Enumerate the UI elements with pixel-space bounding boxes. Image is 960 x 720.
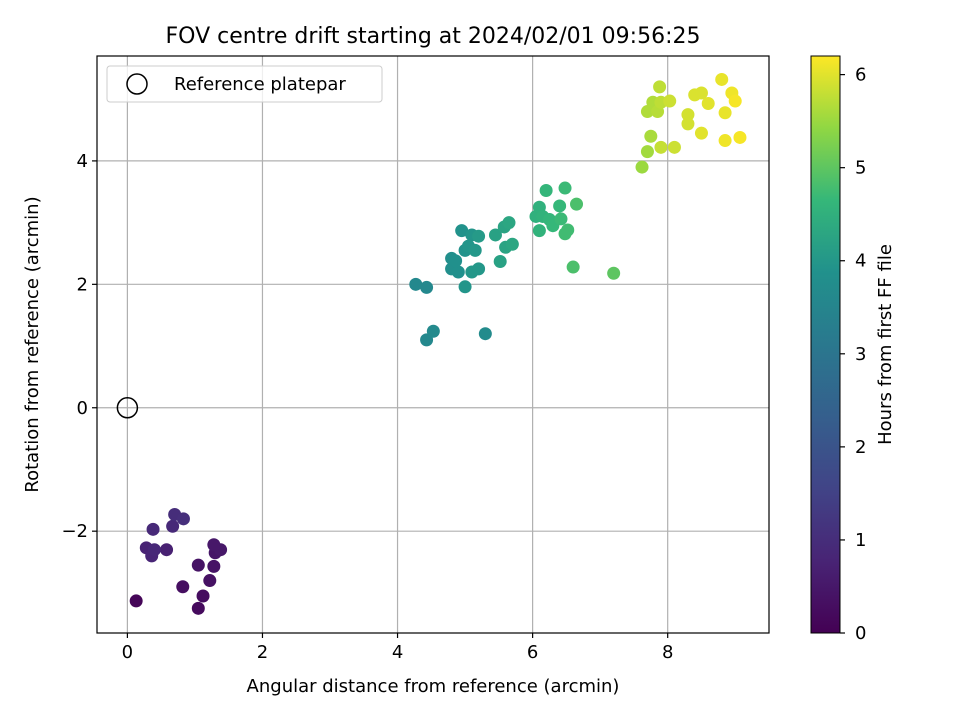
data-point bbox=[420, 280, 434, 294]
data-point bbox=[728, 94, 742, 108]
data-point bbox=[715, 72, 729, 86]
colorbar-ticks: 0 1 2 3 4 5 6 bbox=[840, 65, 866, 644]
data-point bbox=[644, 129, 658, 143]
colorbar-tick-label: 5 bbox=[855, 158, 866, 179]
data-point bbox=[532, 224, 546, 238]
data-point bbox=[449, 254, 463, 268]
data-point bbox=[196, 589, 210, 603]
data-point bbox=[653, 80, 667, 94]
data-point bbox=[160, 543, 174, 557]
data-point bbox=[718, 134, 732, 148]
data-point bbox=[146, 522, 160, 536]
colorbar-tick-label: 2 bbox=[855, 437, 866, 458]
data-point bbox=[207, 559, 221, 573]
x-tick-label: 6 bbox=[527, 642, 538, 663]
y-tick-label: 0 bbox=[77, 398, 88, 419]
colorbar-gradient bbox=[810, 55, 841, 634]
data-point bbox=[455, 224, 469, 238]
reference-platepar-marker bbox=[116, 397, 139, 419]
data-point bbox=[505, 237, 519, 251]
y-tick-label: −2 bbox=[61, 521, 88, 542]
data-point bbox=[566, 260, 580, 274]
grid bbox=[97, 56, 769, 633]
y-tick-label: 4 bbox=[77, 151, 88, 172]
x-tick-label: 0 bbox=[122, 642, 133, 663]
data-point bbox=[718, 106, 732, 120]
data-point bbox=[539, 184, 553, 198]
legend-marker-reference bbox=[126, 73, 148, 95]
data-point bbox=[654, 140, 668, 154]
plot-frame bbox=[96, 55, 770, 634]
data-point bbox=[554, 212, 568, 226]
data-point bbox=[478, 327, 492, 341]
colorbar-tick-label: 0 bbox=[855, 623, 866, 644]
x-axis-ticks: 0 2 4 6 8 bbox=[122, 633, 673, 663]
colorbar: 0 1 2 3 4 5 6 Hours from first FF file bbox=[810, 55, 896, 644]
colorbar-tick-label: 6 bbox=[855, 65, 866, 86]
data-point bbox=[733, 130, 747, 144]
data-point bbox=[451, 265, 465, 279]
x-tick-label: 4 bbox=[392, 642, 403, 663]
colorbar-label: Hours from first FF file bbox=[875, 244, 896, 445]
data-point bbox=[694, 126, 708, 140]
colorbar-tick-label: 4 bbox=[855, 251, 866, 272]
data-point bbox=[667, 140, 681, 154]
data-point bbox=[166, 519, 180, 533]
data-point bbox=[426, 324, 440, 338]
data-point bbox=[129, 594, 143, 608]
data-point bbox=[663, 94, 677, 108]
data-point bbox=[681, 108, 695, 122]
x-axis-label: Angular distance from reference (arcmin) bbox=[247, 676, 620, 697]
y-axis-ticks: −2 0 2 4 bbox=[61, 151, 97, 542]
data-point bbox=[570, 197, 584, 211]
data-point bbox=[607, 266, 621, 280]
data-point bbox=[472, 262, 486, 276]
chart-title: FOV centre drift starting at 2024/02/01 … bbox=[166, 24, 701, 49]
data-point bbox=[640, 145, 654, 159]
y-axis-label: Rotation from reference (arcmin) bbox=[22, 196, 43, 492]
data-point bbox=[694, 86, 708, 100]
data-point bbox=[458, 280, 472, 294]
data-point bbox=[176, 512, 190, 526]
data-point bbox=[488, 228, 502, 242]
data-point bbox=[493, 254, 507, 268]
x-tick-label: 8 bbox=[662, 642, 673, 663]
legend-box bbox=[106, 65, 383, 103]
colorbar-tick-label: 1 bbox=[855, 530, 866, 551]
data-point bbox=[701, 97, 715, 111]
data-point bbox=[558, 181, 572, 195]
data-point bbox=[191, 558, 205, 572]
data-point bbox=[502, 216, 516, 230]
data-point bbox=[207, 538, 221, 552]
reference-layer bbox=[116, 397, 139, 419]
data-point bbox=[147, 543, 161, 557]
data-point bbox=[176, 580, 190, 594]
data-point bbox=[191, 601, 205, 615]
x-tick-label: 2 bbox=[257, 642, 268, 663]
data-point bbox=[472, 229, 486, 243]
data-point bbox=[561, 223, 575, 237]
data-point bbox=[635, 160, 649, 174]
data-point bbox=[553, 199, 567, 213]
data-point bbox=[203, 574, 217, 588]
data-points bbox=[129, 72, 747, 615]
data-point bbox=[409, 277, 423, 291]
colorbar-tick-label: 3 bbox=[855, 344, 866, 365]
legend-entry-reference: Reference platepar bbox=[174, 74, 346, 95]
y-tick-label: 2 bbox=[77, 274, 88, 295]
data-point bbox=[468, 243, 482, 257]
data-point bbox=[681, 117, 695, 131]
legend: Reference platepar bbox=[106, 65, 383, 103]
